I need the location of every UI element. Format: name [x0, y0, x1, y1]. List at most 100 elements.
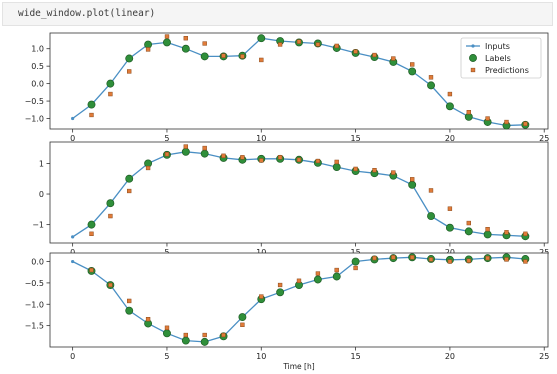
- predictions-marker: [485, 116, 490, 121]
- predictions-marker: [127, 69, 132, 74]
- x-tick-label: 10: [256, 248, 266, 257]
- labels-point: [445, 102, 454, 111]
- x-tick-label: 0: [70, 134, 75, 143]
- predictions-marker: [447, 91, 453, 97]
- labels-point: [313, 275, 322, 284]
- inputs-point: [71, 235, 75, 239]
- predictions-marker: [296, 278, 302, 283]
- x-tick-label: 15: [350, 352, 360, 361]
- predictions-marker: [523, 231, 528, 236]
- predictions-marker: [372, 52, 377, 58]
- labels-point: [408, 180, 417, 189]
- labels-point: [200, 52, 209, 61]
- predictions-marker: [259, 158, 264, 163]
- x-tick-label: 5: [164, 352, 169, 361]
- labels-point: [332, 163, 341, 172]
- predictions-marker: [523, 121, 528, 126]
- labels-point: [257, 34, 266, 43]
- legend-predictions-marker: [470, 67, 476, 73]
- predictions-marker: [296, 39, 302, 44]
- predictions-marker: [504, 257, 509, 262]
- predictions-marker: [296, 157, 302, 162]
- labels-point: [238, 313, 247, 322]
- predictions-marker: [108, 213, 113, 219]
- predictions-marker: [428, 257, 434, 262]
- y-tick-label: −1.0: [25, 115, 44, 124]
- predictions-marker: [428, 188, 434, 193]
- x-tick-label: 5: [164, 248, 169, 257]
- predictions-marker: [485, 255, 490, 261]
- predictions-marker: [164, 152, 170, 157]
- labels-point: [464, 227, 473, 236]
- predictions-marker: [428, 75, 434, 80]
- code-cell[interactable]: wide_window.plot(linear): [2, 2, 553, 26]
- predictions-marker: [259, 294, 264, 299]
- labels-point: [181, 44, 190, 53]
- plot-frame: [49, 252, 549, 348]
- legend-box: [460, 37, 542, 79]
- predictions-marker: [89, 267, 94, 273]
- subplot-3: [46, 252, 549, 351]
- labels-point: [200, 149, 209, 158]
- subplot-2: [46, 141, 549, 247]
- predictions-marker: [353, 49, 358, 54]
- x-tick-label: 10: [256, 134, 266, 143]
- predictions-marker: [127, 188, 132, 194]
- labels-point: [483, 230, 492, 239]
- legend-labels-marker: [469, 54, 477, 62]
- predictions-marker: [391, 170, 396, 175]
- legend-entry-predictions: Predictions: [485, 66, 529, 75]
- predictions-marker: [164, 34, 170, 39]
- y-tick-label: −1: [32, 221, 44, 230]
- y-tick-label: 1: [39, 159, 44, 168]
- predictions-marker: [372, 168, 377, 173]
- y-tick-label: −1.5: [25, 322, 44, 331]
- predictions-marker: [183, 332, 188, 338]
- legend-entry-inputs: Inputs: [485, 42, 510, 51]
- x-tick-label: 5: [164, 134, 169, 143]
- legend: Inputs Labels Predictions: [460, 37, 542, 79]
- inputs-point: [71, 259, 75, 264]
- legend-entry-labels: Labels: [485, 54, 511, 63]
- predictions-marker: [353, 166, 358, 172]
- predictions-marker: [221, 53, 226, 58]
- predictions-marker: [447, 206, 453, 211]
- y-tick-label: 0.0: [31, 80, 44, 89]
- predictions-marker: [240, 54, 245, 59]
- predictions-marker: [145, 47, 151, 52]
- x-tick-label: 25: [539, 134, 549, 143]
- x-tick-label: 15: [350, 248, 360, 257]
- predictions-marker: [334, 43, 339, 49]
- labels-point: [125, 174, 134, 183]
- labels-point: [276, 288, 285, 297]
- predictions-marker: [89, 231, 94, 236]
- predictions-marker: [447, 259, 453, 264]
- x-tick-label: 25: [539, 248, 549, 257]
- predictions-marker: [108, 282, 113, 288]
- predictions-marker: [353, 265, 358, 271]
- predictions-marker: [466, 220, 471, 226]
- predictions-marker: [372, 255, 377, 261]
- labels-point: [106, 79, 115, 88]
- predictions-marker: [202, 145, 207, 151]
- predictions-marker: [410, 62, 415, 67]
- predictions-marker: [410, 177, 415, 182]
- labels-point: [87, 100, 96, 109]
- predictions-marker: [259, 57, 264, 63]
- predictions-marker: [391, 56, 396, 61]
- predictions-marker: [315, 42, 321, 47]
- predictions-marker: [240, 155, 245, 160]
- predictions-marker: [410, 255, 415, 260]
- x-tick-label: 0: [70, 248, 75, 257]
- x-tick-label: 0: [70, 352, 75, 361]
- x-tick-label: 20: [445, 248, 455, 257]
- legend-inputs-point: [471, 44, 475, 48]
- y-tick-label: −0.5: [25, 279, 44, 288]
- y-tick-label: 0.0: [31, 258, 44, 267]
- predictions-marker: [504, 230, 509, 235]
- labels-point: [163, 38, 171, 47]
- predictions-marker: [202, 332, 207, 338]
- predictions-marker: [145, 317, 151, 322]
- y-tick-label: 0.5: [31, 62, 44, 71]
- subplot-1: Inputs Labels Predictions: [46, 32, 549, 133]
